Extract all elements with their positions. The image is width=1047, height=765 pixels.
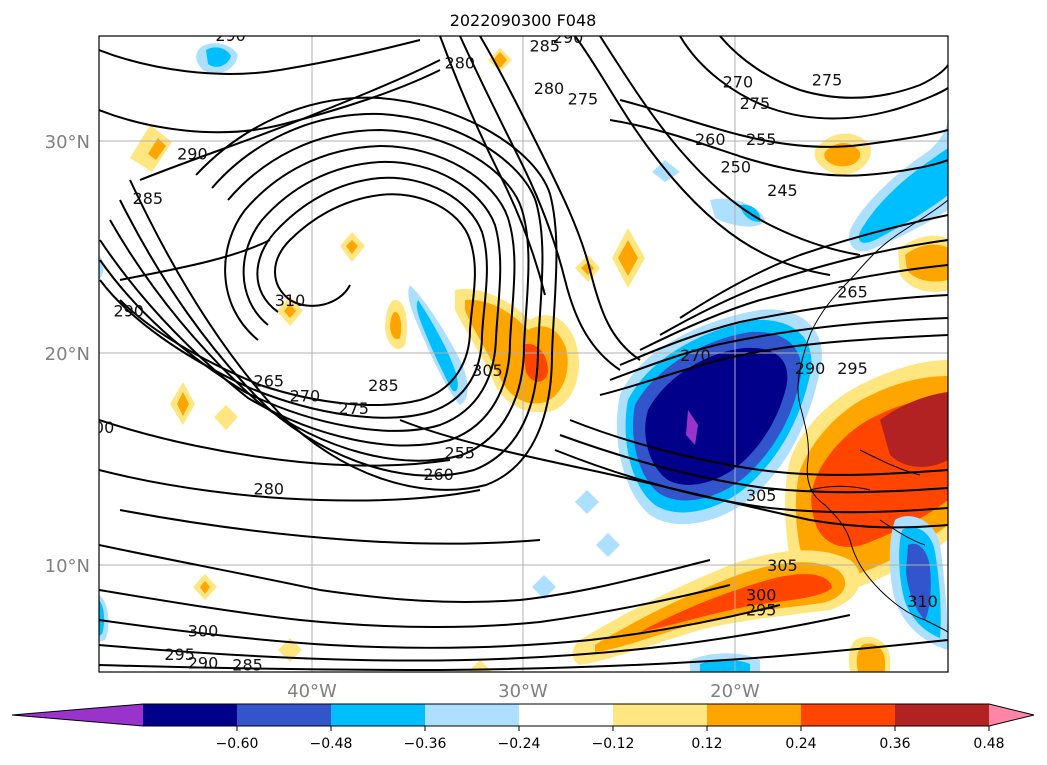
lon-label-40w: 40°W	[287, 681, 337, 702]
colorbar-bin	[331, 704, 426, 726]
contour-label: 265	[837, 283, 868, 302]
contour-label: 285	[133, 189, 164, 208]
lat-label-10n: 10°N	[45, 556, 90, 577]
colorbar-tick-label: −0.48	[310, 736, 353, 752]
colorbar-outline	[11, 703, 1035, 727]
colorbar-tick-label: 0.12	[691, 736, 722, 752]
coastline	[797, 199, 948, 633]
colorbar-bin	[707, 704, 802, 726]
colorbar-bin	[143, 704, 238, 726]
colorbar-tick-label: −0.24	[498, 736, 541, 752]
contour-label: 290	[215, 26, 246, 45]
colorbar-tick-label: −0.60	[216, 736, 259, 752]
colorbar-bin	[519, 704, 614, 726]
contour-label: 305	[767, 556, 798, 575]
contour-label: 255	[445, 444, 476, 463]
contour-label: 250	[720, 157, 751, 176]
colorbar-bin	[425, 704, 520, 726]
contour-label: 280	[534, 79, 565, 98]
contour-label: 295	[164, 645, 195, 664]
colorbar-extend-min	[12, 704, 143, 726]
colorbar-tick-label: 0.48	[973, 736, 1004, 752]
contour-label: 260	[695, 130, 726, 149]
contour-label: 270	[723, 73, 754, 92]
contour-label: 285	[368, 376, 399, 395]
colorbar-extend-max	[989, 704, 1034, 726]
lat-label-30n: 30°N	[45, 132, 90, 153]
colorbar-bin	[801, 704, 896, 726]
lon-label-30w: 30°W	[498, 681, 548, 702]
contour-label: 300	[188, 622, 219, 641]
contour-label: 295	[746, 601, 777, 620]
colorbar-tick-label: 0.36	[879, 736, 910, 752]
colorbar-tick-label: −0.36	[404, 736, 447, 752]
contour-label: 305	[746, 486, 777, 505]
contour-label: 260	[423, 465, 454, 484]
contour-lines	[99, 36, 948, 672]
contour-label: 285	[232, 656, 263, 675]
contour-label: 280	[254, 480, 285, 499]
colorbar-tick-label: 0.24	[785, 736, 816, 752]
colorbar: −0.60 −0.48 −0.36 −0.24 −0.12 0.12 0.24 0.36 0.4…	[11, 703, 1035, 752]
contour-label: 275	[740, 94, 771, 113]
contour-label: 295	[837, 359, 868, 378]
contour-label: 255	[746, 130, 777, 149]
contour-label: 310	[907, 592, 938, 611]
lon-label-20w: 20°W	[710, 681, 760, 702]
contour-label: 290	[553, 28, 584, 47]
contour-label: 290	[795, 359, 826, 378]
contour-label: 300	[746, 586, 777, 605]
contour-label: 270	[680, 346, 711, 365]
contour-label: 300	[84, 418, 115, 437]
contour-label: 280	[445, 54, 476, 73]
contour-label: 275	[568, 90, 599, 109]
contour-label: 270	[290, 386, 321, 405]
contour-label: 290	[188, 654, 219, 673]
figure-title: 2022090300 F048	[450, 11, 597, 30]
contour-label: 275	[812, 71, 843, 90]
map-frame	[98, 35, 949, 673]
contour-label: 285	[529, 37, 560, 56]
lat-label-20n: 20°N	[45, 344, 90, 365]
contour-label: 310	[275, 291, 306, 310]
colorbar-tick-label: −0.12	[592, 736, 635, 752]
contour-label: 265	[254, 372, 285, 391]
contour-label: 305	[472, 361, 503, 380]
colorbar-bin	[895, 704, 990, 726]
contour-label: 275	[338, 399, 369, 418]
contour-label: 290	[177, 145, 208, 164]
colorbar-bin	[613, 704, 708, 726]
contour-label: 245	[767, 181, 798, 200]
colorbar-bin	[237, 704, 332, 726]
contour-label: 290	[113, 302, 144, 321]
